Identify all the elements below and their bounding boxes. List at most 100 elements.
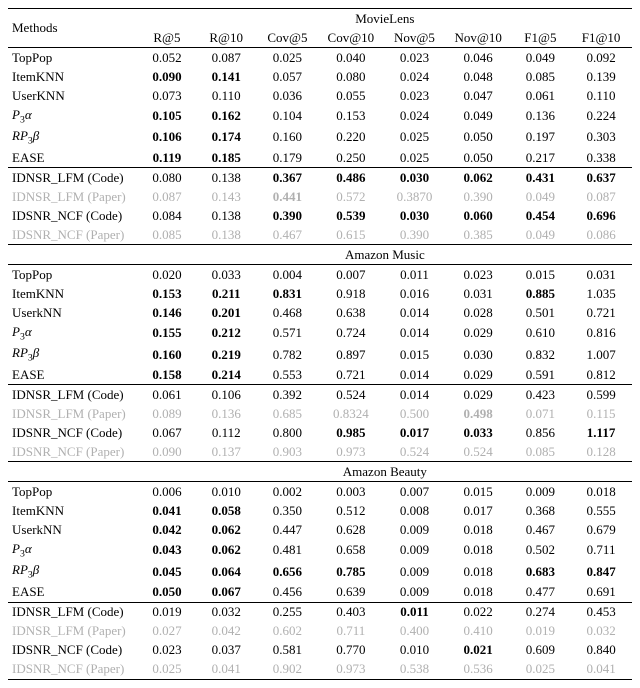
value-cell: 0.524 — [319, 385, 384, 405]
value-cell: 0.043 — [138, 539, 197, 561]
value-cell: 0.486 — [319, 168, 384, 188]
table-row: UserkNN0.1460.2010.4680.6380.0140.0280.5… — [8, 303, 632, 322]
value-cell: 0.816 — [570, 322, 632, 344]
value-cell: 0.179 — [256, 148, 318, 168]
dataset-head-row: Amazon Music — [8, 245, 632, 265]
value-cell: 0.010 — [383, 641, 446, 660]
value-cell: 0.037 — [196, 641, 256, 660]
value-cell: 0.064 — [196, 561, 256, 583]
value-cell: 0.255 — [256, 602, 318, 622]
table-row: TopPop0.0200.0330.0040.0070.0110.0230.01… — [8, 265, 632, 285]
method-cell: IDSNR_NCF (Code) — [8, 423, 138, 442]
value-cell: 0.049 — [511, 187, 571, 206]
value-cell: 0.017 — [446, 501, 511, 520]
value-cell: 0.973 — [319, 442, 384, 462]
blank-cell — [8, 245, 138, 265]
value-cell: 0.015 — [446, 482, 511, 502]
value-cell: 0.025 — [138, 660, 197, 680]
value-cell: 0.032 — [570, 622, 632, 641]
value-cell: 1.007 — [570, 344, 632, 366]
table-row: ItemKNN0.0900.1410.0570.0800.0240.0480.0… — [8, 67, 632, 86]
value-cell: 0.018 — [446, 561, 511, 583]
value-cell: 0.800 — [256, 423, 318, 442]
value-cell: 0.721 — [570, 303, 632, 322]
value-cell: 0.025 — [511, 660, 571, 680]
methods-header: Methods — [8, 9, 138, 48]
value-cell: 0.628 — [319, 520, 384, 539]
value-cell: 0.119 — [138, 148, 197, 168]
value-cell: 0.046 — [446, 48, 511, 68]
dataset-name: Amazon Music — [138, 245, 632, 265]
value-cell: 0.683 — [511, 561, 571, 583]
table-row: IDNSR_LFM (Paper)0.0890.1360.6850.83240.… — [8, 404, 632, 423]
value-cell: 0.591 — [511, 365, 571, 385]
value-cell: 0.581 — [256, 641, 318, 660]
value-cell: 0.067 — [196, 583, 256, 603]
value-cell: 0.020 — [138, 265, 197, 285]
value-cell: 0.029 — [446, 385, 511, 405]
value-cell: 0.211 — [196, 284, 256, 303]
value-cell: 0.162 — [196, 105, 256, 127]
value-cell: 0.403 — [319, 602, 384, 622]
value-cell: 0.104 — [256, 105, 318, 127]
table-row: ItemKNN0.1530.2110.8310.9180.0160.0310.8… — [8, 284, 632, 303]
dataset-head-0: MovieLens — [138, 9, 632, 29]
value-cell: 0.696 — [570, 206, 632, 225]
value-cell: 0.136 — [196, 404, 256, 423]
value-cell: 0.524 — [383, 442, 446, 462]
value-cell: 0.139 — [570, 67, 632, 86]
table-row: EASE0.1580.2140.5530.7210.0140.0290.5910… — [8, 365, 632, 385]
value-cell: 0.030 — [383, 168, 446, 188]
value-cell: 0.539 — [319, 206, 384, 225]
value-cell: 0.009 — [383, 539, 446, 561]
value-cell: 0.711 — [319, 622, 384, 641]
value-cell: 0.8324 — [319, 404, 384, 423]
value-cell: 0.105 — [138, 105, 197, 127]
value-cell: 0.060 — [446, 206, 511, 225]
value-cell: 0.453 — [570, 602, 632, 622]
value-cell: 0.002 — [256, 482, 318, 502]
value-cell: 0.390 — [256, 206, 318, 225]
value-cell: 0.047 — [446, 86, 511, 105]
value-cell: 0.014 — [383, 303, 446, 322]
table-row: IDSNR_NCF (Paper)0.0850.1380.4670.6150.3… — [8, 225, 632, 245]
value-cell: 0.030 — [383, 206, 446, 225]
value-cell: 0.041 — [138, 501, 197, 520]
method-cell: IDNSR_LFM (Paper) — [8, 187, 138, 206]
value-cell: 0.400 — [383, 622, 446, 641]
value-cell: 0.021 — [446, 641, 511, 660]
table-row: IDNSR_LFM (Code)0.0800.1380.3670.4860.03… — [8, 168, 632, 188]
table-row: RP3β0.1600.2190.7820.8970.0150.0300.8321… — [8, 344, 632, 366]
col-head-Nov@10: Nov@10 — [446, 28, 511, 48]
value-cell: 0.041 — [570, 660, 632, 680]
value-cell: 0.010 — [196, 482, 256, 502]
value-cell: 0.007 — [383, 482, 446, 502]
value-cell: 0.392 — [256, 385, 318, 405]
value-cell: 0.502 — [511, 539, 571, 561]
value-cell: 0.128 — [570, 442, 632, 462]
value-cell: 0.041 — [196, 660, 256, 680]
value-cell: 0.080 — [138, 168, 197, 188]
value-cell: 0.658 — [319, 539, 384, 561]
table-row: IDNSR_LFM (Code)0.0190.0320.2550.4030.01… — [8, 602, 632, 622]
table-row: TopPop0.0520.0870.0250.0400.0230.0460.04… — [8, 48, 632, 68]
value-cell: 0.770 — [319, 641, 384, 660]
value-cell: 0.042 — [138, 520, 197, 539]
method-cell: IDSNR_NCF (Paper) — [8, 660, 138, 680]
value-cell: 0.014 — [383, 385, 446, 405]
value-cell: 0.015 — [511, 265, 571, 285]
value-cell: 0.467 — [511, 520, 571, 539]
value-cell: 0.185 — [196, 148, 256, 168]
method-cell: TopPop — [8, 482, 138, 502]
value-cell: 0.090 — [138, 442, 197, 462]
method-cell: EASE — [8, 148, 138, 168]
value-cell: 0.524 — [446, 442, 511, 462]
value-cell: 0.087 — [138, 187, 197, 206]
value-cell: 0.141 — [196, 67, 256, 86]
value-cell: 0.033 — [446, 423, 511, 442]
method-cell: RP3β — [8, 561, 138, 583]
value-cell: 0.067 — [138, 423, 197, 442]
value-cell: 0.023 — [446, 265, 511, 285]
value-cell: 0.656 — [256, 561, 318, 583]
table-row: UserKNN0.0730.1100.0360.0550.0230.0470.0… — [8, 86, 632, 105]
